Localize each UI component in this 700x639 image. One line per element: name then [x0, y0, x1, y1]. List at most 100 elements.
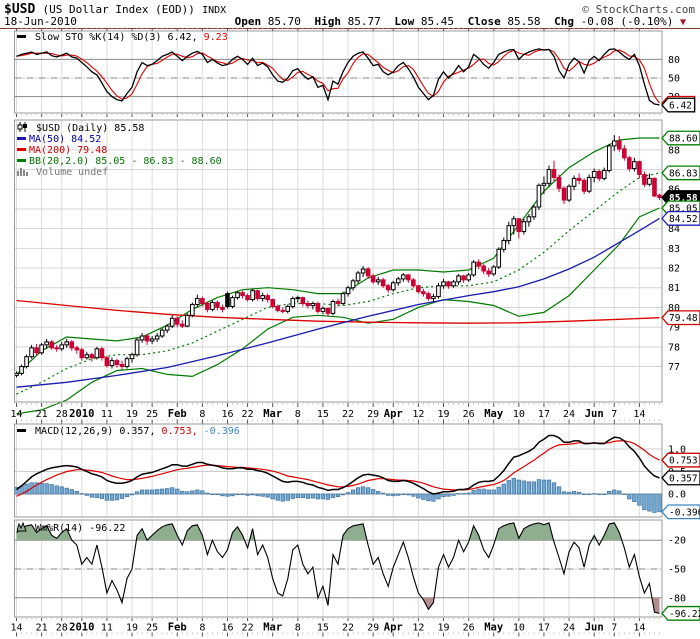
ma50-legend: MA(50) 84.52: [29, 134, 102, 145]
x-axis-label: 21: [36, 409, 48, 420]
x-axis-label: 21: [36, 623, 48, 634]
x-axis-label: Jun: [585, 622, 604, 634]
copyright: © StockCharts.com: [582, 3, 695, 16]
x-axis-label: Jun: [585, 408, 604, 420]
wmr-y-label: -20: [668, 536, 686, 547]
price-legend-symbol: $USD (Daily) 85.58: [36, 123, 145, 134]
x-axis-label: 8: [295, 409, 301, 420]
x-axis-label: 8: [199, 623, 205, 634]
price-y-label: 80: [668, 303, 680, 314]
macd-line-icon: [17, 429, 26, 432]
x-axis-label: 19: [437, 623, 449, 634]
x-axis-label: 22: [342, 409, 354, 420]
volume-legend: Volume undef: [36, 167, 109, 178]
x-axis-label: Feb: [168, 622, 187, 634]
instrument-name: (US Dollar Index (EOD)): [42, 3, 195, 16]
x-axis-label: 2010: [69, 408, 94, 420]
svg-text:86.83: 86.83: [669, 168, 698, 179]
macd-signal-value: 0.753,: [161, 426, 198, 437]
open-label: Open: [234, 15, 262, 28]
axis-badge: [661, 97, 696, 113]
axis-badge: [661, 210, 700, 226]
axis-badge: [661, 165, 700, 181]
price-y-label: 88: [668, 145, 680, 156]
x-axis-label: 8: [295, 623, 301, 634]
low-value: 85.45: [420, 15, 454, 28]
price-y-label: 78: [668, 342, 680, 353]
x-axis-label: 16: [221, 623, 233, 634]
price-legend: $USD (Daily) 85.58 MA(50) 84.52 MA(200) …: [17, 122, 222, 178]
x-axis-label: 19: [126, 409, 138, 420]
macd-legend-label: MACD(12,26,9): [35, 426, 114, 437]
x-axis-label: 22: [242, 623, 254, 634]
x-axis-label: 22: [242, 409, 254, 420]
x-axis-label: 19: [126, 623, 138, 634]
svg-text:88.60: 88.60: [669, 134, 698, 145]
x-axis-label: 14: [633, 409, 645, 420]
high-label: High: [314, 15, 342, 28]
x-axis-label: 15: [317, 623, 329, 634]
x-axis-label: 22: [342, 623, 354, 634]
x-axis-label: 25: [146, 409, 158, 420]
svg-text:85.58: 85.58: [669, 193, 698, 204]
sto-d-value: 9.23: [203, 32, 228, 43]
wmr-zigzag-icon: [17, 522, 27, 532]
price-y-label: 84: [668, 224, 680, 235]
axis-badge: [661, 452, 700, 468]
x-axis-label: Apr: [384, 408, 403, 420]
macd-hist-value: -0.396: [203, 426, 240, 437]
x-axis-label: 26: [463, 623, 475, 634]
x-axis-label: 19: [437, 409, 449, 420]
axis-badge: [661, 130, 700, 146]
sto-legend-label: Slow STO %K(14) %D(3): [35, 32, 162, 43]
x-axis-label: 15: [317, 409, 329, 420]
x-axis-label: May: [484, 622, 504, 634]
price-y-label: 77: [668, 362, 680, 373]
ohlc-quote-strip: Open 85.70 High 85.77 Low 85.45 Close 85…: [228, 15, 686, 28]
sto-line-icon: [17, 35, 26, 38]
wmr-y-label: -80: [668, 593, 686, 604]
sto-y-label: 50: [668, 74, 680, 85]
x-axis-label: 12: [412, 623, 424, 634]
chg-value: -0.08 (-0.10%): [580, 15, 674, 28]
candlestick-icon: [17, 122, 27, 132]
price-y-label: 81: [668, 283, 680, 294]
x-axis-label: 28: [56, 409, 68, 420]
price-y-label: 83: [668, 244, 680, 255]
macd-y-label: 0.0: [668, 490, 686, 501]
wmr-legend-label: Wm%R(14) -96.22: [35, 523, 126, 534]
x-axis-label: 11: [101, 409, 113, 420]
x-axis-label: Mar: [263, 622, 282, 634]
wmr-legend: Wm%R(14) -96.22: [17, 522, 125, 534]
chart-header: $USD (US Dollar Index (EOD)) INDX: [4, 2, 226, 17]
x-axis-label: 14: [633, 623, 645, 634]
x-axis-label: 10: [513, 623, 525, 634]
x-axis-label: 29: [367, 409, 379, 420]
wmr-y-label: -50: [668, 565, 686, 576]
ma50-line-icon: [17, 137, 26, 140]
x-axis-label: 7: [611, 623, 617, 634]
svg-text:6.42: 6.42: [669, 101, 692, 112]
svg-text:84.52: 84.52: [669, 214, 698, 225]
svg-text:-96.22: -96.22: [669, 609, 700, 620]
sto-legend: Slow STO %K(14) %D(3) 6.42, 9.23: [17, 32, 228, 43]
axis-badge: [661, 504, 700, 520]
x-axis-label: 16: [221, 409, 233, 420]
x-axis-label: 2010: [69, 622, 94, 634]
open-value: 85.70: [267, 15, 301, 28]
bb-legend: BB(20,2.0) 85.05 - 86.83 - 88.60: [29, 156, 222, 167]
x-axis-label: 10: [513, 409, 525, 420]
x-axis-label: 7: [611, 409, 617, 420]
x-axis-label: 17: [538, 409, 550, 420]
x-axis-label: Mar: [263, 408, 282, 420]
x-axis-label: Feb: [168, 408, 187, 420]
macd-y-label: 1.0: [668, 445, 686, 456]
close-label: Close: [467, 15, 501, 28]
macd-value: 0.357,: [119, 426, 156, 437]
x-axis-label: 25: [146, 623, 158, 634]
x-axis-label: May: [484, 408, 504, 420]
svg-text:-0.396: -0.396: [669, 507, 700, 518]
axis-badge: [661, 605, 700, 621]
